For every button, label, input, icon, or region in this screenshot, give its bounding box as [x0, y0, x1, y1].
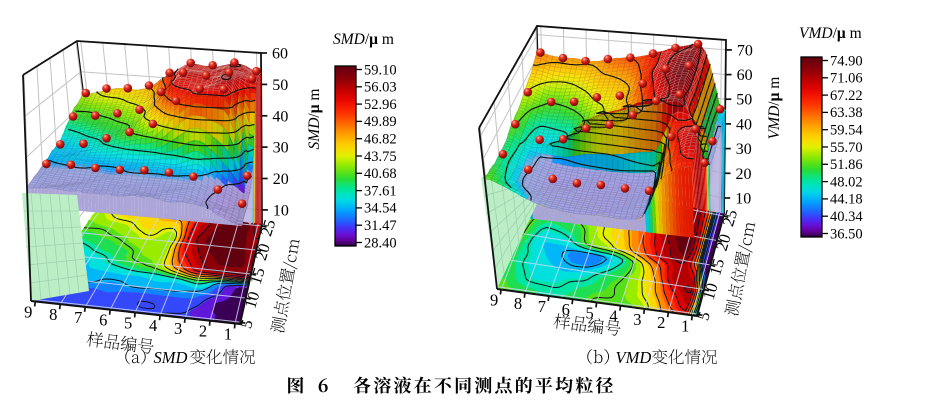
svg-text:71.06: 71.06	[830, 71, 863, 87]
svg-text:59.54: 59.54	[830, 123, 863, 139]
svg-text:3: 3	[633, 310, 641, 329]
svg-text:59.10: 59.10	[364, 62, 397, 78]
svg-text:70: 70	[737, 42, 753, 59]
svg-text:56.03: 56.03	[364, 80, 397, 96]
svg-text:6: 6	[562, 300, 570, 319]
svg-text:VMD: VMD	[616, 348, 652, 367]
svg-text:20: 20	[273, 171, 289, 188]
svg-text:50: 50	[736, 92, 752, 109]
svg-text:10: 10	[699, 281, 722, 302]
svg-text:40.34: 40.34	[830, 209, 863, 225]
svg-text:40.68: 40.68	[364, 166, 397, 182]
svg-text:3: 3	[174, 319, 182, 338]
svg-text:6: 6	[99, 311, 107, 330]
svg-text:48.02: 48.02	[830, 174, 863, 190]
svg-text:55.70: 55.70	[830, 140, 863, 156]
svg-text:28.40: 28.40	[364, 235, 397, 251]
svg-text:15: 15	[705, 256, 728, 277]
svg-text:51.86: 51.86	[830, 157, 863, 173]
svg-text:10: 10	[273, 202, 289, 219]
svg-text:46.82: 46.82	[364, 132, 397, 148]
svg-text:74.90: 74.90	[830, 53, 863, 69]
svg-text:1: 1	[681, 316, 689, 335]
svg-text:20: 20	[712, 232, 735, 253]
svg-text:5: 5	[585, 304, 593, 323]
svg-text:8: 8	[514, 294, 522, 313]
svg-text:VMD/μ m: VMD/μ m	[766, 77, 783, 140]
svg-text:SMD/μ m: SMD/μ m	[333, 31, 394, 48]
svg-text:9: 9	[24, 303, 32, 322]
svg-text:2: 2	[199, 322, 207, 341]
svg-text:5: 5	[124, 314, 132, 333]
svg-text:60: 60	[272, 46, 288, 63]
svg-text:36.50: 36.50	[830, 226, 863, 242]
svg-text:25: 25	[256, 217, 279, 238]
svg-text:7: 7	[74, 308, 82, 327]
svg-text:50: 50	[272, 77, 288, 94]
svg-text:SMD: SMD	[154, 348, 188, 367]
svg-text:30: 30	[736, 141, 752, 158]
svg-text:52.96: 52.96	[364, 97, 397, 113]
svg-text:63.38: 63.38	[830, 105, 863, 121]
svg-text:20: 20	[251, 241, 274, 262]
svg-text:10: 10	[240, 289, 263, 310]
svg-text:10: 10	[735, 191, 751, 208]
svg-text:49.89: 49.89	[364, 114, 397, 130]
svg-text:SMD/μ m: SMD/μ m	[306, 89, 323, 150]
svg-text:40: 40	[272, 108, 288, 125]
svg-text:37.61: 37.61	[364, 183, 397, 199]
svg-text:7: 7	[538, 297, 546, 316]
svg-text:25: 25	[718, 207, 741, 228]
svg-text:4: 4	[609, 307, 617, 326]
svg-text:15: 15	[246, 265, 269, 286]
svg-text:44.18: 44.18	[830, 192, 863, 208]
svg-text:40: 40	[736, 116, 752, 133]
svg-text:4: 4	[149, 316, 157, 335]
svg-text:31.47: 31.47	[364, 218, 397, 234]
svg-text:9: 9	[490, 291, 498, 310]
svg-text:20: 20	[736, 166, 752, 183]
svg-text:8: 8	[49, 305, 57, 324]
svg-text:30: 30	[273, 140, 289, 157]
svg-text:VMD/μ m: VMD/μ m	[799, 25, 862, 42]
svg-text:2: 2	[657, 313, 665, 332]
svg-text:1: 1	[224, 325, 232, 344]
svg-text:43.75: 43.75	[364, 149, 397, 165]
svg-text:60: 60	[737, 67, 753, 84]
svg-text:34.54: 34.54	[364, 201, 397, 217]
svg-text:67.22: 67.22	[830, 88, 863, 104]
